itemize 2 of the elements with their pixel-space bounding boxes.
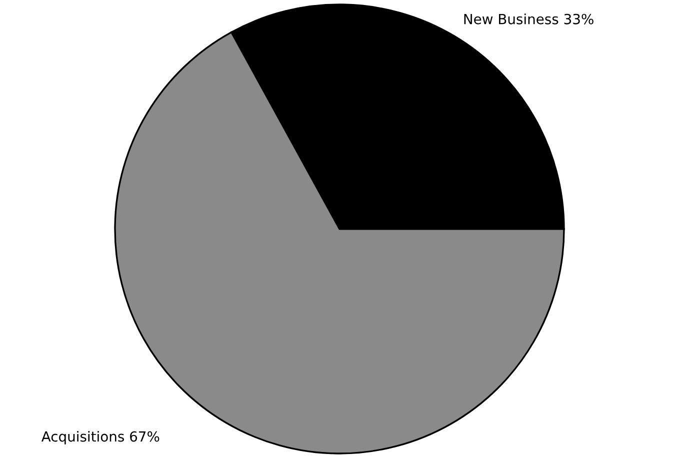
slice-label: Acquisitions 67% — [41, 430, 160, 444]
slice-label: New Business 33% — [464, 14, 594, 24]
